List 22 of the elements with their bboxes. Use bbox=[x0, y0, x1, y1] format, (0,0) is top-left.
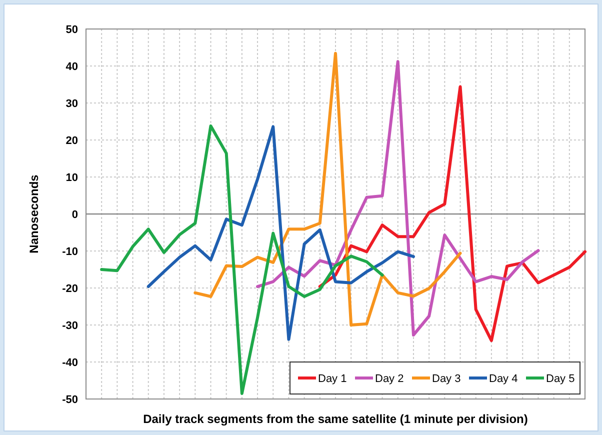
y-tick-label: -10 bbox=[62, 246, 78, 258]
y-tick-label: 10 bbox=[66, 172, 78, 184]
legend-label: Day 3 bbox=[432, 372, 461, 385]
legend-label: Day 5 bbox=[546, 372, 575, 385]
legend-label: Day 4 bbox=[489, 372, 518, 385]
y-tick-label: 30 bbox=[66, 98, 78, 110]
y-tick-label: 20 bbox=[66, 134, 78, 147]
legend-label: Day 2 bbox=[375, 372, 404, 385]
y-tick-label: -50 bbox=[62, 394, 78, 406]
y-tick-label: -40 bbox=[62, 356, 78, 369]
y-tick-label: 50 bbox=[66, 24, 78, 36]
line-series bbox=[256, 60, 540, 336]
line-series bbox=[318, 85, 586, 342]
legend-label: Day 1 bbox=[318, 372, 347, 385]
y-tick-label: 40 bbox=[66, 60, 78, 73]
x-axis-title: Daily track segments from the same satellite (1 minute per division) bbox=[143, 412, 528, 426]
y-axis-title: Nanoseconds bbox=[27, 174, 41, 254]
y-tick-label: -30 bbox=[62, 320, 78, 332]
line-series bbox=[146, 125, 415, 341]
y-tick-label: 0 bbox=[72, 208, 78, 221]
y-tick-label: -20 bbox=[62, 282, 78, 295]
line-series bbox=[194, 52, 462, 326]
